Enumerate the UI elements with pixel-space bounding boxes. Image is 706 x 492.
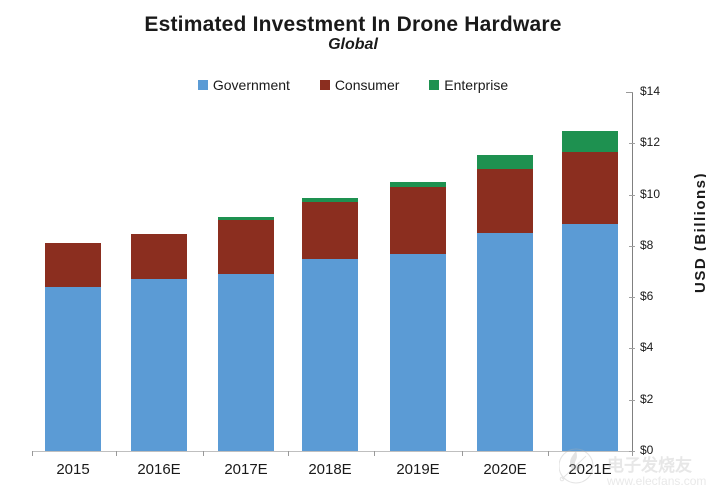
svg-text:www.elecfans.com: www.elecfans.com: [606, 474, 706, 488]
svg-text:电子发烧友: 电子发烧友: [607, 455, 692, 475]
